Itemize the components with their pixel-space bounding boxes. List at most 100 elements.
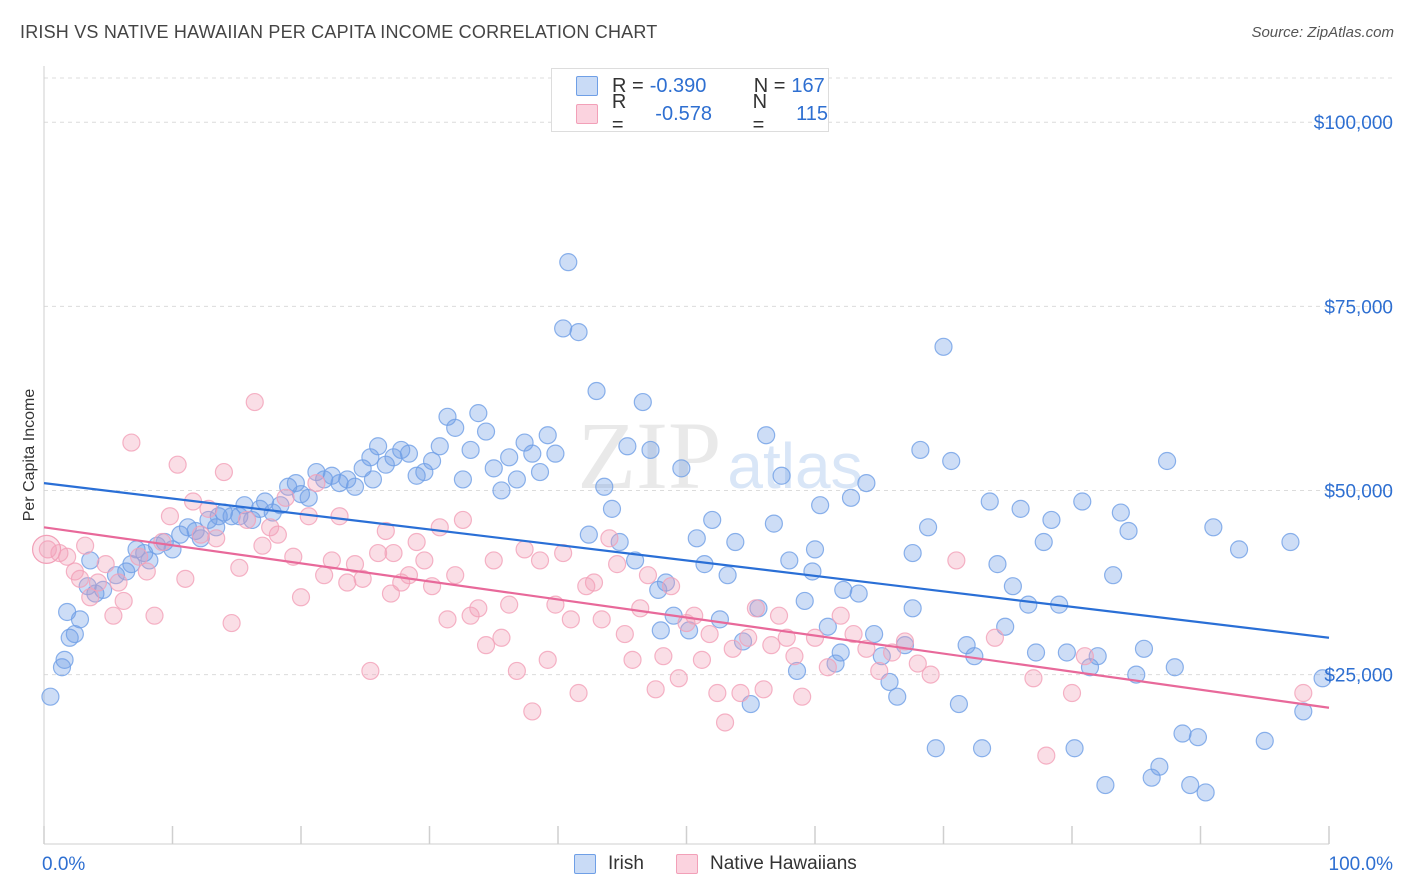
- hawaiian-point: [1075, 647, 1094, 666]
- legend-item-irish[interactable]: Irish: [574, 850, 644, 878]
- hawaiian-point: [104, 606, 123, 625]
- hawaiian-point: [731, 683, 750, 703]
- irish-point: [476, 422, 496, 441]
- irish-point: [595, 477, 614, 496]
- irish-point: [1165, 658, 1184, 677]
- irish-point: [78, 577, 97, 596]
- irish-point: [903, 543, 922, 563]
- irish-point: [546, 444, 565, 463]
- hawaiian-point: [484, 551, 503, 570]
- hawaiian-point: [453, 510, 473, 530]
- hawaiian-point: [214, 462, 233, 482]
- irish-point: [345, 477, 365, 496]
- irish-point: [1173, 724, 1192, 743]
- irish-point: [1229, 540, 1249, 559]
- hawaiian-point: [600, 529, 619, 548]
- irish-point: [70, 610, 90, 629]
- irish-point: [926, 739, 945, 758]
- irish-point: [703, 510, 722, 530]
- hawaiian-point: [882, 643, 902, 662]
- irish-point: [322, 466, 341, 485]
- irish-point: [757, 426, 776, 445]
- hawaiian-point: [109, 573, 128, 592]
- hawaiian-point: [361, 661, 380, 681]
- irish-point: [888, 687, 907, 706]
- irish-n-value: 167: [791, 74, 825, 97]
- irish-r-label: R =: [612, 74, 644, 97]
- y-tick-label: $25,000: [1324, 666, 1393, 687]
- irish-point: [579, 525, 598, 544]
- irish-point: [338, 470, 357, 489]
- irish-point: [422, 451, 442, 471]
- hawaiian-point: [38, 540, 57, 559]
- hawaiian-point: [70, 569, 90, 588]
- hawaiian-point: [631, 599, 650, 618]
- irish-point: [1003, 577, 1022, 596]
- hawaiian-point: [530, 551, 550, 570]
- irish-point: [988, 555, 1007, 574]
- irish-point: [484, 459, 503, 478]
- trend-lines: [43, 482, 1330, 709]
- hawaiian-point: [785, 647, 804, 666]
- irish-point: [841, 488, 861, 507]
- irish-point: [559, 253, 578, 272]
- hawaiian-n-value: 115: [796, 102, 828, 125]
- hawaiian-point: [168, 455, 187, 474]
- irish-point: [780, 551, 799, 570]
- hawaiian-point: [831, 606, 850, 625]
- irish-point: [857, 473, 876, 493]
- hawaiian-point: [661, 577, 681, 596]
- irish-point: [972, 739, 992, 758]
- irish-point: [865, 624, 884, 644]
- hawaiian-point: [76, 536, 95, 555]
- irish-point: [1011, 499, 1030, 518]
- hawaiian-point: [857, 639, 876, 658]
- irish-point: [625, 551, 645, 570]
- hawaiian-point: [1037, 746, 1056, 765]
- hawaiian-point: [805, 628, 825, 647]
- hawaiian-point: [1062, 683, 1082, 703]
- hawaiian-point: [322, 551, 341, 570]
- irish-point: [818, 617, 837, 636]
- hawaiian-point: [777, 628, 796, 647]
- irish-point: [41, 687, 60, 706]
- hawaiian-point: [507, 661, 526, 681]
- irish-point: [1096, 775, 1115, 795]
- irish-point: [811, 496, 830, 515]
- hawaiian-point: [384, 543, 403, 563]
- irish-point: [834, 580, 853, 599]
- irish-point: [903, 599, 922, 618]
- irish-point: [469, 404, 488, 423]
- irish-point: [1057, 643, 1076, 662]
- irish-trend-line: [43, 482, 1330, 639]
- irish-point: [980, 492, 999, 511]
- hawaiian-point: [176, 569, 195, 588]
- hawaiian-point: [245, 392, 264, 412]
- hawaiian-point: [669, 669, 688, 688]
- hawaiian-point: [446, 566, 465, 585]
- irish-legend-label: Irish: [608, 853, 644, 874]
- hawaiian-point: [870, 661, 889, 681]
- hawaiian-point: [207, 529, 226, 548]
- irish-point: [1073, 492, 1092, 511]
- legend-row-irish: R = -0.390 N = 167: [576, 74, 825, 98]
- irish-point: [52, 658, 72, 677]
- hawaiian-point: [191, 525, 210, 544]
- hawaiian-point: [381, 584, 401, 603]
- irish-point: [934, 337, 953, 356]
- hawaiian-point: [769, 606, 789, 625]
- hawaiian-point: [469, 599, 488, 618]
- hawaiian-point: [615, 624, 634, 644]
- irish-points: [41, 253, 1332, 802]
- y-tick-label: $100,000: [1314, 113, 1393, 134]
- irish-point: [286, 473, 305, 493]
- irish-point: [453, 470, 473, 489]
- irish-point: [831, 643, 850, 662]
- irish-point: [1150, 757, 1169, 776]
- x-tick-label-min: 0.0%: [42, 854, 85, 875]
- legend-item-hawaiian[interactable]: Native Hawaiians: [676, 850, 857, 878]
- hawaiian-point: [723, 639, 742, 658]
- hawaiian-point: [818, 658, 837, 677]
- irish-point: [399, 444, 419, 463]
